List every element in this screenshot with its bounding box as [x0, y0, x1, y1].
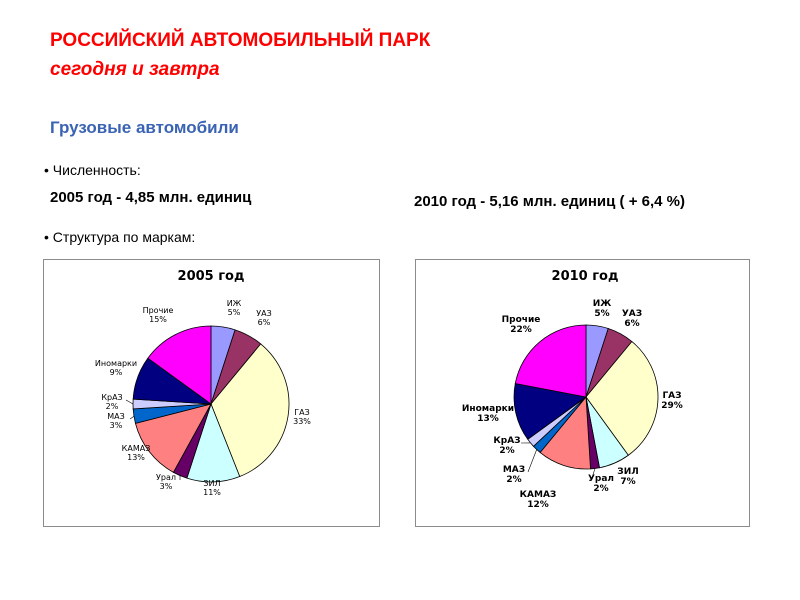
pie-slice-3 [210, 343, 290, 478]
pie-chart-2005-svg: ИЖ 5% УАЗ 6%ГАЗ 33%ЗИЛ 11%Урал 3%КАМАЗ 13%МАЗ 3%… [95, 269, 311, 497]
slice-label-3: ГАЗ 33% [293, 408, 311, 426]
slice-label-4: ЗИЛ 7% [617, 467, 638, 487]
slice-label-9: Иномарки 13% [462, 404, 514, 424]
count-2010: 2010 год - 5,16 млн. единиц ( + 6,4 %) [414, 193, 685, 210]
count-label: • Численность: [44, 162, 141, 178]
slice-label-2: УАЗ 6% [256, 309, 271, 327]
slice-label-7: МАЗ 2% [503, 465, 525, 485]
slice-label-value: 2% [593, 484, 608, 494]
slice-label-9: Иномарки 9% [95, 359, 137, 377]
slice-label-value: 22% [510, 325, 532, 335]
pie-slice-10 [147, 325, 212, 405]
leader-line-7 [527, 449, 537, 473]
slice-label-name: ИЖ [593, 299, 612, 309]
slice-label-name: ИЖ [227, 299, 242, 308]
slice-label-7: МАЗ 3% [107, 412, 125, 430]
slice-label-value: 2% [106, 402, 119, 411]
slice-label-name: Прочие [143, 306, 174, 315]
slice-label-value: 3% [160, 482, 173, 491]
slice-label-value: 7% [620, 477, 635, 487]
slice-label-5: Урал 3% [156, 473, 176, 491]
slice-label-value: 13% [477, 414, 499, 424]
slice-label-name: ЗИЛ [617, 467, 638, 477]
slice-label-value: 2% [499, 446, 514, 456]
slice-label-value: 13% [127, 453, 145, 462]
chart-title: 2005 год [178, 269, 245, 284]
slice-label-value: 12% [527, 500, 549, 510]
pie-chart-2010: ИЖ 5% УАЗ 6% ГАЗ 29% ЗИЛ 7% Урал 2% КАМАЗ 12% МАЗ 2% К… [415, 259, 750, 527]
slice-label-value: 5% [594, 309, 609, 319]
slice-label-name: ГАЗ [662, 391, 681, 401]
slice-label-name: УАЗ [256, 309, 271, 318]
slice-label-name: КрАЗ [493, 436, 520, 446]
pie-slice-10 [514, 324, 587, 398]
slice-label-3: ГАЗ 29% [661, 391, 683, 411]
slice-label-value: 9% [110, 368, 123, 377]
slice-label-name: Иномарки [462, 404, 514, 414]
pie-chart-2005: ИЖ 5% УАЗ 6% ГАЗ 33% ЗИЛ 11% Урал 3% КАМАЗ 13% МАЗ 3%… [43, 259, 380, 527]
pie-slice-3 [585, 340, 659, 456]
slice-label-value: 6% [624, 319, 639, 329]
page-title: РОССИЙСКИЙ АВТОМОБИЛЬНЫЙ ПАРК [50, 30, 431, 51]
section-heading: Грузовые автомобили [50, 118, 239, 137]
slice-label-name: Иномарки [95, 359, 137, 368]
slice-label-name: ГАЗ [294, 408, 309, 417]
slice-label-1: ИЖ 5% [227, 299, 242, 317]
count-2005: 2005 год - 4,85 млн. единиц [50, 189, 252, 206]
slice-label-value: 5% [228, 308, 241, 317]
slice-label-name: ЗИЛ [203, 479, 220, 488]
slice-label-value: 2% [506, 475, 521, 485]
chart-title: 2010 год [552, 269, 619, 284]
slice-label-name: УАЗ [622, 309, 642, 319]
leader-line-7 [129, 415, 135, 420]
page-subtitle: сегодня и завтра [50, 59, 220, 80]
slice-label-name: Урал [156, 473, 176, 482]
slice-label-value: 11% [203, 488, 221, 497]
slice-label-value: 29% [661, 401, 683, 411]
slice-label-5: Урал 2% [588, 474, 614, 494]
slice-label-name: МАЗ [503, 465, 525, 475]
slice-label-name: КрАЗ [101, 393, 122, 402]
slice-label-value: 3% [110, 421, 123, 430]
slice-label-value: 6% [258, 318, 271, 327]
slice-label-name: МАЗ [107, 412, 125, 421]
slice-label-8: КрАЗ 2% [101, 393, 122, 411]
structure-label: • Структура по маркам: [44, 229, 196, 245]
slice-label-name: Прочие [502, 315, 541, 325]
slice-label-2: УАЗ 6% [622, 309, 642, 329]
slice-label-6: КАМАЗ 13% [122, 444, 151, 462]
slice-label-10: Прочие 15% [143, 306, 174, 324]
slice-label-value: 33% [293, 417, 311, 426]
slice-label-name: Урал [588, 474, 614, 484]
slice-label-4: ЗИЛ 11% [203, 479, 221, 497]
slice-label-name: КАМАЗ [520, 490, 557, 500]
slice-label-6: КАМАЗ 12% [520, 490, 557, 510]
leader-line-5 [590, 468, 596, 482]
slice-label-1: ИЖ 5% [593, 299, 612, 319]
pie-slice-9 [513, 383, 587, 440]
leader-line-8 [125, 399, 134, 405]
slice-label-10: Прочие 22% [502, 315, 541, 335]
slice-label-name: КАМАЗ [122, 444, 151, 453]
slice-label-8: КрАЗ 2% [493, 436, 520, 456]
pie-slice-6 [134, 403, 212, 473]
pie-chart-2010-svg: ИЖ 5% УАЗ 6%ГАЗ 29%ЗИЛ 7%Урал 2%КАМАЗ 12%МАЗ 2%К… [462, 269, 683, 510]
slice-label-value: 15% [149, 315, 167, 324]
